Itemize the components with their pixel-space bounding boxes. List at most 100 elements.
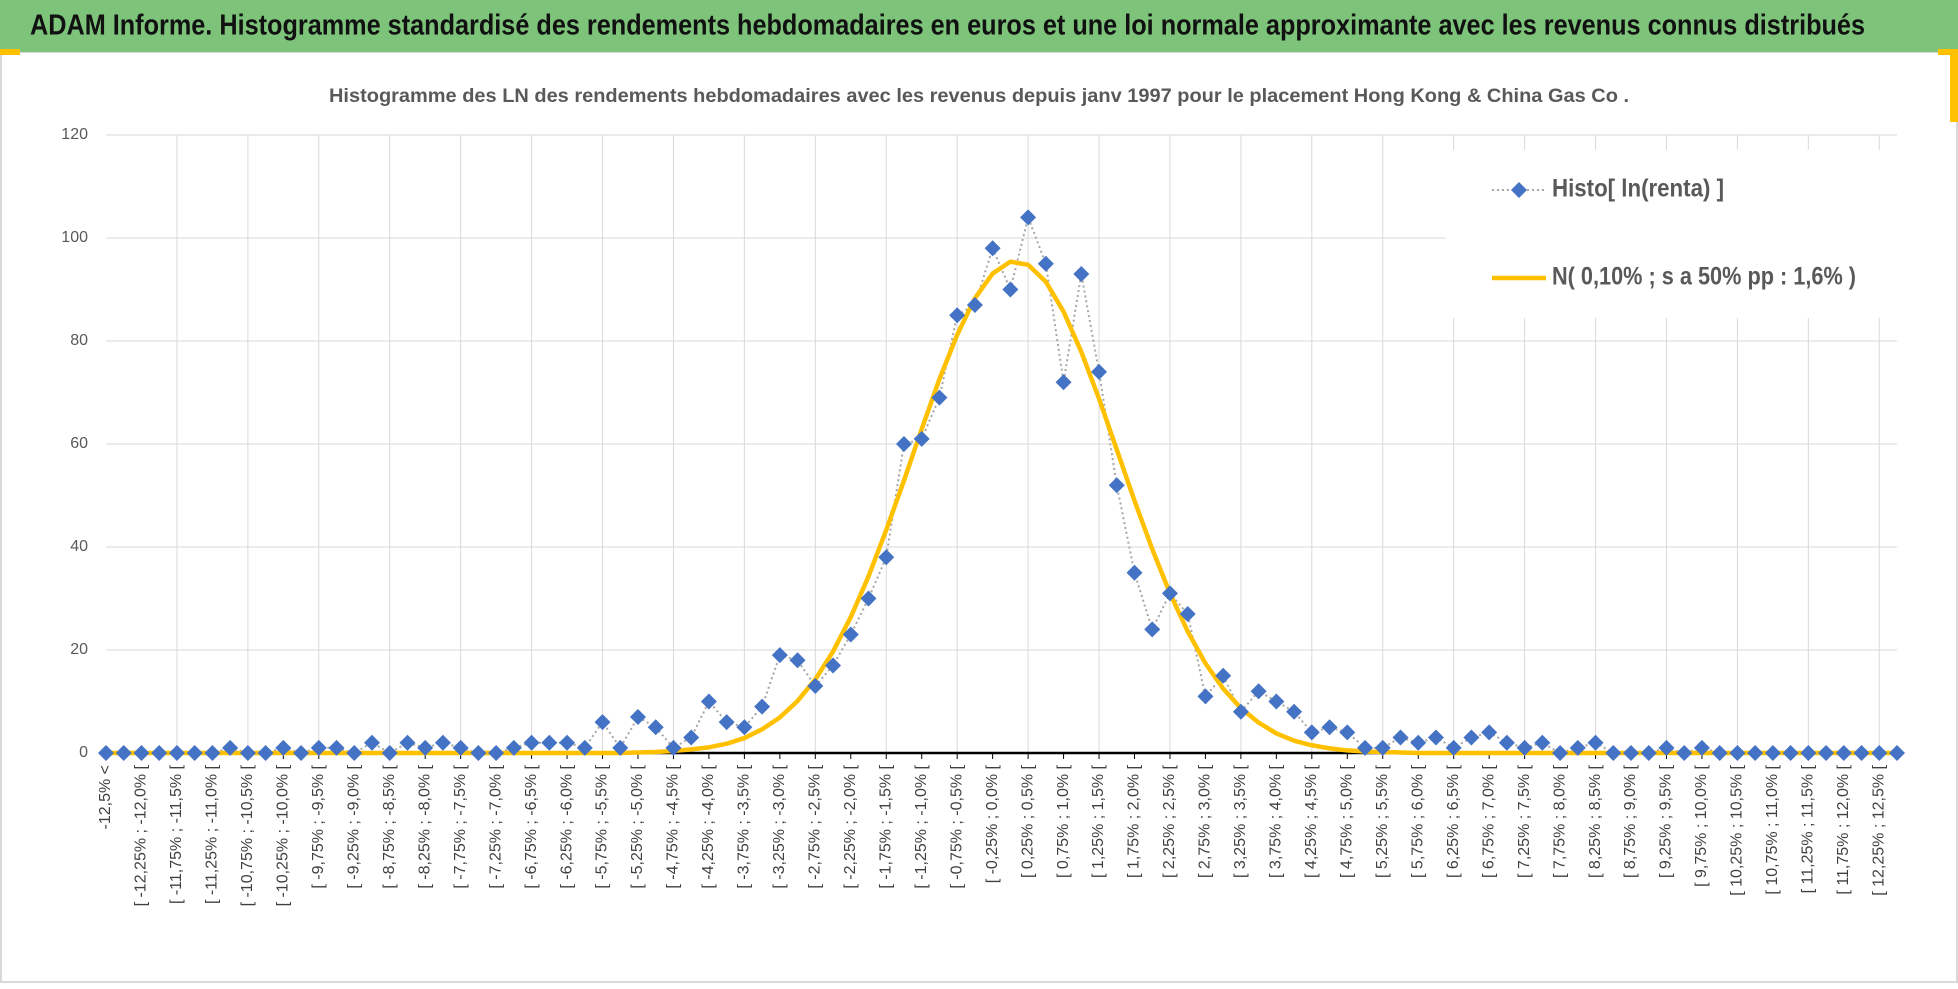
data-point xyxy=(1623,745,1640,761)
data-point xyxy=(1481,724,1498,741)
x-tick-label: [ -2,25% ; -2,0% [ xyxy=(842,764,859,888)
chart-title: Histogramme des LN des rendements hebdom… xyxy=(329,86,1629,107)
data-point xyxy=(1463,729,1480,746)
data-point xyxy=(1605,745,1622,761)
data-point xyxy=(1516,739,1533,756)
x-tick-label: [ 6,75% ; 7,0% [ xyxy=(1480,764,1497,878)
data-point xyxy=(1268,693,1285,710)
y-tick-label: 40 xyxy=(70,538,88,555)
y-tick-label: 120 xyxy=(61,126,88,143)
x-tick-label: [ 10,25% ; 10,5% [ xyxy=(1729,764,1746,895)
data-point xyxy=(1587,734,1604,751)
y-tick-label: 0 xyxy=(79,744,88,761)
x-tick-label: [ -3,75% ; -3,5% [ xyxy=(736,764,753,888)
data-point xyxy=(115,745,132,761)
data-point xyxy=(1498,734,1515,751)
y-tick-label: 20 xyxy=(70,641,88,658)
x-tick-label: [ -2,75% ; -2,5% [ xyxy=(807,764,824,888)
data-point xyxy=(878,549,895,566)
data-point xyxy=(1782,745,1799,761)
data-point xyxy=(1889,745,1905,761)
data-point xyxy=(612,739,629,756)
legend-box xyxy=(1446,150,1897,318)
x-tick-label: [ -5,25% ; -5,0% [ xyxy=(629,764,646,888)
data-point xyxy=(1250,683,1267,700)
x-tick-label: [ -0,75% ; -0,5% [ xyxy=(948,764,965,888)
data-point xyxy=(789,652,806,669)
data-point xyxy=(488,745,505,761)
x-tick-label: [ -10,75% ; -10,5% [ xyxy=(239,764,256,906)
data-point xyxy=(1374,739,1391,756)
data-point xyxy=(328,739,345,756)
corner xyxy=(1938,49,1958,55)
data-point xyxy=(1357,739,1374,756)
x-tick-label: [ 5,75% ; 6,0% [ xyxy=(1409,764,1426,878)
x-tick-label: [ 7,25% ; 7,5% [ xyxy=(1516,764,1533,878)
data-point xyxy=(541,734,558,751)
data-point xyxy=(1232,703,1249,720)
data-point xyxy=(1091,363,1108,380)
data-point xyxy=(1871,745,1888,761)
x-tick-label: [ 8,25% ; 8,5% [ xyxy=(1587,764,1604,878)
data-point xyxy=(1676,745,1693,761)
data-point xyxy=(293,745,310,761)
x-tick-label: [ 10,75% ; 11,0% [ xyxy=(1764,764,1781,894)
data-point xyxy=(1303,724,1320,741)
header-band xyxy=(0,0,1958,52)
y-tick-label: 80 xyxy=(70,332,88,349)
data-point xyxy=(1800,745,1817,761)
x-tick-label: [ -7,75% ; -7,5% [ xyxy=(452,764,469,888)
data-point xyxy=(1073,266,1090,283)
data-point xyxy=(1764,745,1781,761)
data-point xyxy=(381,745,398,761)
x-tick-label: [ -7,25% ; -7,0% [ xyxy=(487,764,504,888)
x-tick-label: [ 4,75% ; 5,0% [ xyxy=(1339,764,1356,878)
data-point xyxy=(1161,585,1178,602)
x-tick-label: [ 9,75% ; 10,0% [ xyxy=(1693,764,1710,886)
data-point xyxy=(1037,255,1054,272)
data-point xyxy=(399,734,416,751)
data-point xyxy=(434,734,451,751)
data-point xyxy=(559,734,576,751)
data-point xyxy=(984,240,1001,257)
data-point xyxy=(239,745,256,761)
data-point xyxy=(1020,209,1037,226)
data-point xyxy=(1534,734,1551,751)
x-tick-label: [ 11,75% ; 12,0% [ xyxy=(1835,764,1852,894)
plot-area xyxy=(98,209,1905,761)
data-point xyxy=(452,739,469,756)
data-point xyxy=(1002,281,1019,298)
data-point xyxy=(1569,739,1586,756)
x-tick-label: [ -8,25% ; -8,0% [ xyxy=(416,764,433,888)
data-point xyxy=(1818,745,1835,761)
grid: 0 20 40 60 80 100 120 -12,5% < [ -12,25% ; -12,0… xyxy=(61,126,1897,906)
y-tick-label: 60 xyxy=(70,435,88,452)
data-point xyxy=(1321,719,1338,736)
data-point xyxy=(1853,745,1870,761)
data-point xyxy=(363,734,380,751)
x-tick-label: [ -6,75% ; -6,5% [ xyxy=(523,764,540,888)
data-point xyxy=(629,708,646,725)
x-tick-label: [ 8,75% ; 9,0% [ xyxy=(1622,764,1639,878)
data-point xyxy=(1215,667,1232,684)
data-point xyxy=(1427,729,1444,746)
data-point xyxy=(860,590,877,607)
data-point xyxy=(949,307,966,324)
data-point xyxy=(771,647,788,664)
data-point xyxy=(807,678,824,695)
data-point xyxy=(1339,724,1356,741)
data-point xyxy=(417,739,434,756)
x-tick-label: [ 11,25% ; 11,5% [ xyxy=(1800,764,1817,893)
x-tick-label: [ 3,25% ; 3,5% [ xyxy=(1232,764,1249,878)
data-point xyxy=(1179,605,1196,622)
legend: Histo[ ln(renta) ] N( 0,10% ; s a 50% pp … xyxy=(1446,150,1897,318)
x-tick-label: [ -9,25% ; -9,0% [ xyxy=(345,764,362,888)
x-tick-label: [ 9,25% ; 9,5% [ xyxy=(1658,764,1675,878)
data-point xyxy=(310,739,327,756)
x-tick-label: [ -4,75% ; -4,5% [ xyxy=(665,764,682,888)
data-point xyxy=(1552,745,1569,761)
data-point xyxy=(257,745,274,761)
data-point xyxy=(718,714,735,731)
data-point xyxy=(1835,745,1852,761)
